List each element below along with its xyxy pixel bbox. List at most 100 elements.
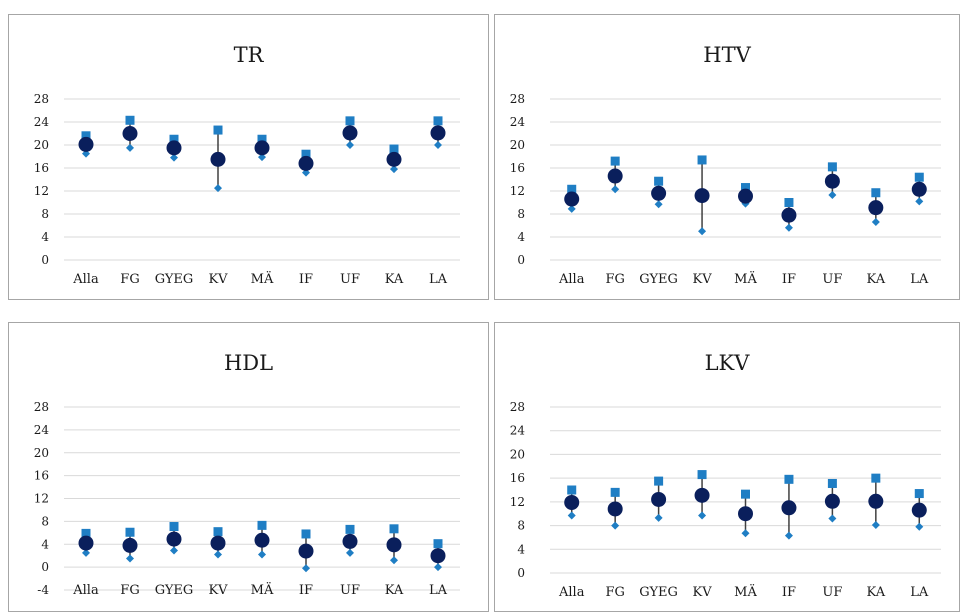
y-tick-label: 12 (34, 184, 49, 198)
y-tick-label: 20 (510, 138, 525, 152)
y-tick-label: 28 (510, 92, 525, 106)
x-tick-label: FG (120, 583, 139, 598)
x-tick-label: IF (299, 583, 313, 598)
x-tick-label: MÄ (734, 583, 757, 600)
square-point (610, 156, 620, 166)
diamond-point (390, 165, 398, 174)
y-tick-label: 28 (510, 400, 525, 414)
circle-point (430, 125, 446, 141)
square-point (654, 476, 664, 486)
x-tick-label: LA (429, 272, 448, 287)
x-tick-label: IF (299, 272, 313, 287)
square-point (81, 528, 91, 538)
square-point (567, 184, 577, 194)
circle-point (651, 491, 667, 507)
y-tick-label: 4 (517, 230, 525, 244)
y-tick-label: 20 (510, 447, 525, 461)
circle-point (386, 537, 402, 553)
circle-point (564, 191, 580, 207)
y-tick-label: 4 (41, 537, 49, 551)
y-tick-label: 12 (510, 495, 525, 509)
circle-point (166, 140, 182, 156)
circle-point (78, 535, 94, 551)
y-tick-label: 24 (510, 115, 526, 129)
chart-title: LKV (704, 351, 750, 375)
circle-point (911, 502, 927, 518)
circle-point (607, 168, 623, 184)
square-point (827, 478, 837, 488)
y-tick-label: 28 (34, 92, 49, 106)
diamond-point (170, 546, 178, 555)
y-tick-label: 4 (41, 230, 49, 244)
circle-point (868, 493, 884, 509)
circle-point (781, 500, 797, 516)
circle-point (694, 188, 710, 204)
square-point (654, 176, 664, 186)
square-point (389, 144, 399, 154)
diamond-point (871, 520, 880, 529)
y-tick-label: 0 (517, 253, 525, 267)
diamond-point (654, 513, 663, 522)
chart-panel-lkv: LKV 0 4 8 12 16 20 24 28 Alla FG GYEG KV MÄ IF UF KA LA (494, 322, 960, 612)
square-point (433, 116, 443, 126)
y-tick-label: 24 (34, 115, 50, 129)
y-tick-label: 12 (510, 184, 525, 198)
circle-point (298, 543, 314, 559)
x-tick-label: KA (867, 272, 886, 287)
diamond-point (170, 153, 178, 162)
x-tick-label: KA (385, 583, 404, 598)
circle-point (694, 487, 710, 503)
chart-title: HTV (703, 43, 751, 67)
circle-point (738, 506, 753, 522)
square-point (784, 474, 794, 484)
diamond-point (871, 218, 880, 227)
square-point (697, 155, 707, 165)
square-point (257, 520, 267, 530)
x-tick-label: UF (822, 585, 842, 600)
x-tick-label: MÄ (251, 270, 274, 287)
y-tick-label: -4 (37, 583, 49, 597)
diamond-point (346, 548, 354, 557)
circle-point (78, 136, 94, 152)
circle-point (824, 493, 840, 509)
square-point (871, 473, 881, 483)
chart-title: TR (233, 43, 264, 67)
square-point (914, 489, 924, 499)
y-tick-label: 16 (34, 469, 49, 483)
circle-point (781, 207, 797, 223)
diamond-point (302, 564, 310, 573)
y-tick-label: 4 (517, 542, 525, 556)
square-point (345, 116, 355, 126)
x-tick-label: FG (120, 272, 139, 287)
circle-point (564, 494, 580, 510)
x-tick-label: IF (782, 272, 796, 287)
diamond-point (698, 511, 707, 520)
x-tick-label: GYEG (155, 583, 194, 598)
diamond-point (828, 514, 837, 523)
x-tick-label: KA (385, 272, 404, 287)
x-tick-label: Alla (72, 272, 99, 287)
y-tick-label: 16 (510, 471, 525, 485)
x-tick-label: UF (340, 583, 360, 598)
x-tick-label: MÄ (251, 581, 274, 598)
diamond-point (390, 556, 398, 565)
square-point (871, 188, 881, 198)
square-point (784, 198, 794, 207)
square-point (301, 529, 311, 539)
square-point (567, 485, 577, 495)
chart-panel-hdl: HDL -4 0 4 8 12 16 20 24 28 Alla FG GYEG KV MÄ IF UF KA L… (8, 322, 489, 612)
chart-panel-tr: TR 0 4 8 12 16 20 24 28 Alla FG GYEG KV MÄ IF UF KA LA (8, 14, 489, 300)
circle-point (651, 185, 667, 201)
diamond-point (611, 521, 620, 530)
y-tick-label: 8 (41, 207, 49, 221)
square-point (213, 527, 223, 537)
circle-point (210, 151, 226, 167)
chart-title: HDL (223, 351, 274, 375)
y-tick-label: 0 (41, 560, 49, 574)
diamond-point (567, 511, 576, 520)
y-tick-label: 8 (41, 514, 49, 528)
y-tick-label: 8 (517, 207, 525, 221)
chart-plot: -4 0 4 8 12 16 20 24 28 Alla FG GYEG KV MÄ IF UF KA LA (34, 400, 460, 598)
x-tick-label: LA (910, 585, 929, 600)
diamond-point (126, 143, 134, 152)
